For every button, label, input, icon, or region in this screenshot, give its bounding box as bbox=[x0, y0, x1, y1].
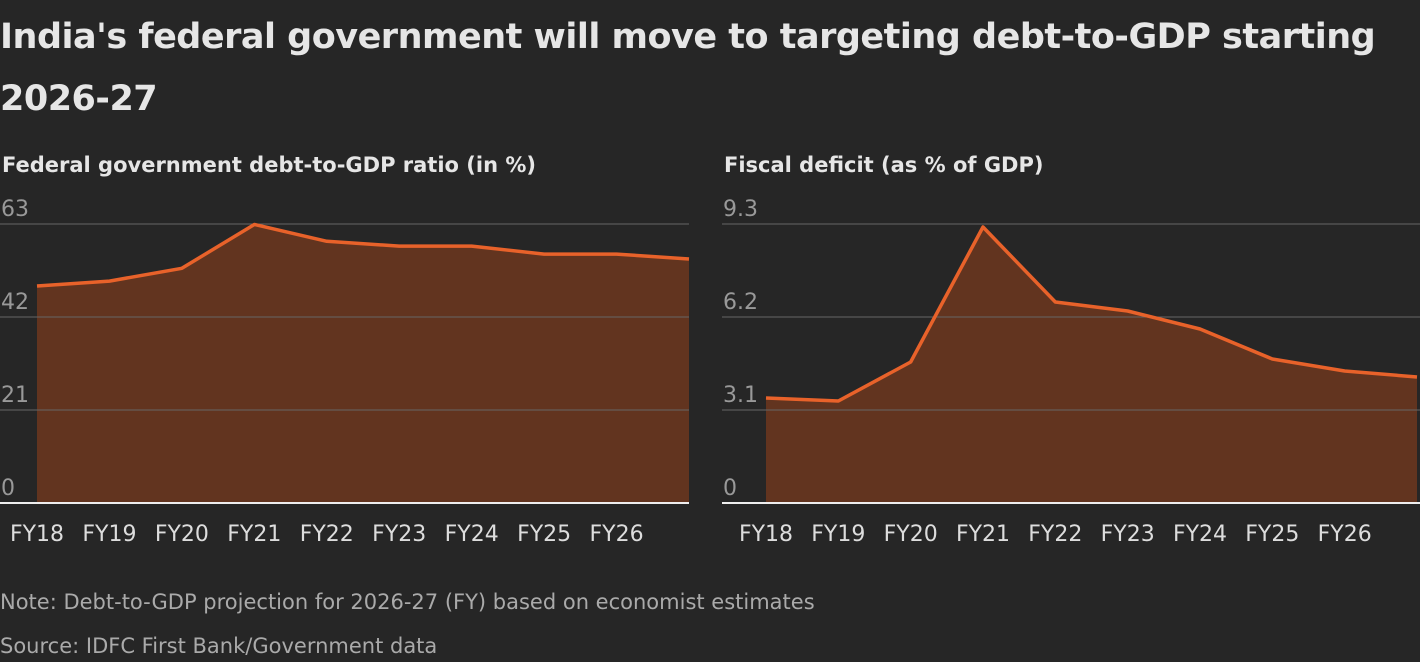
x-tick-label: FY26 bbox=[590, 522, 644, 547]
line bbox=[36, 222, 690, 288]
x-tick-label: FY18 bbox=[10, 522, 64, 547]
x-tick-label: FY22 bbox=[1028, 522, 1082, 547]
y-tick-label: 0 bbox=[723, 476, 737, 501]
x-tick-label: FY24 bbox=[445, 522, 499, 547]
x-tick-label: FY24 bbox=[1173, 522, 1227, 547]
x-tick-label: FY19 bbox=[82, 522, 136, 547]
y-tick-label: 21 bbox=[1, 383, 29, 408]
y-tick-label: 42 bbox=[1, 290, 29, 315]
page-title: India's federal government will move to … bbox=[0, 17, 1376, 119]
area bbox=[766, 227, 1417, 503]
x-tick-label: FY20 bbox=[155, 522, 209, 547]
chart-subtitle: Federal government debt-to-GDP ratio (in… bbox=[2, 153, 536, 177]
note: Note: Debt-to-GDP projection for 2026-27… bbox=[0, 590, 815, 614]
x-tick-label: FY21 bbox=[227, 522, 281, 547]
y-tick-label: 63 bbox=[1, 197, 29, 222]
y-tick-label: 0 bbox=[1, 476, 15, 501]
area bbox=[37, 224, 689, 503]
x-tick-label: FY21 bbox=[956, 522, 1010, 547]
x-tick-label: FY25 bbox=[1245, 522, 1299, 547]
x-tick-label: FY23 bbox=[372, 522, 426, 547]
line bbox=[765, 225, 1418, 403]
source: Source: IDFC First Bank/Government data bbox=[0, 634, 438, 658]
x-tick-label: FY26 bbox=[1318, 522, 1372, 547]
x-tick-label: FY23 bbox=[1101, 522, 1155, 547]
y-tick-label: 6.2 bbox=[723, 290, 758, 315]
y-tick-label: 9.3 bbox=[723, 197, 758, 222]
chart-subtitle: Fiscal deficit (as % of GDP) bbox=[724, 153, 1043, 177]
x-tick-label: FY18 bbox=[739, 522, 793, 547]
charts: Federal government debt-to-GDP ratio (in… bbox=[0, 153, 1420, 547]
x-tick-label: FY19 bbox=[811, 522, 865, 547]
x-tick-label: FY22 bbox=[300, 522, 354, 547]
y-tick-label: 3.1 bbox=[723, 383, 758, 408]
x-tick-label: FY25 bbox=[517, 522, 571, 547]
x-tick-label: FY20 bbox=[884, 522, 938, 547]
